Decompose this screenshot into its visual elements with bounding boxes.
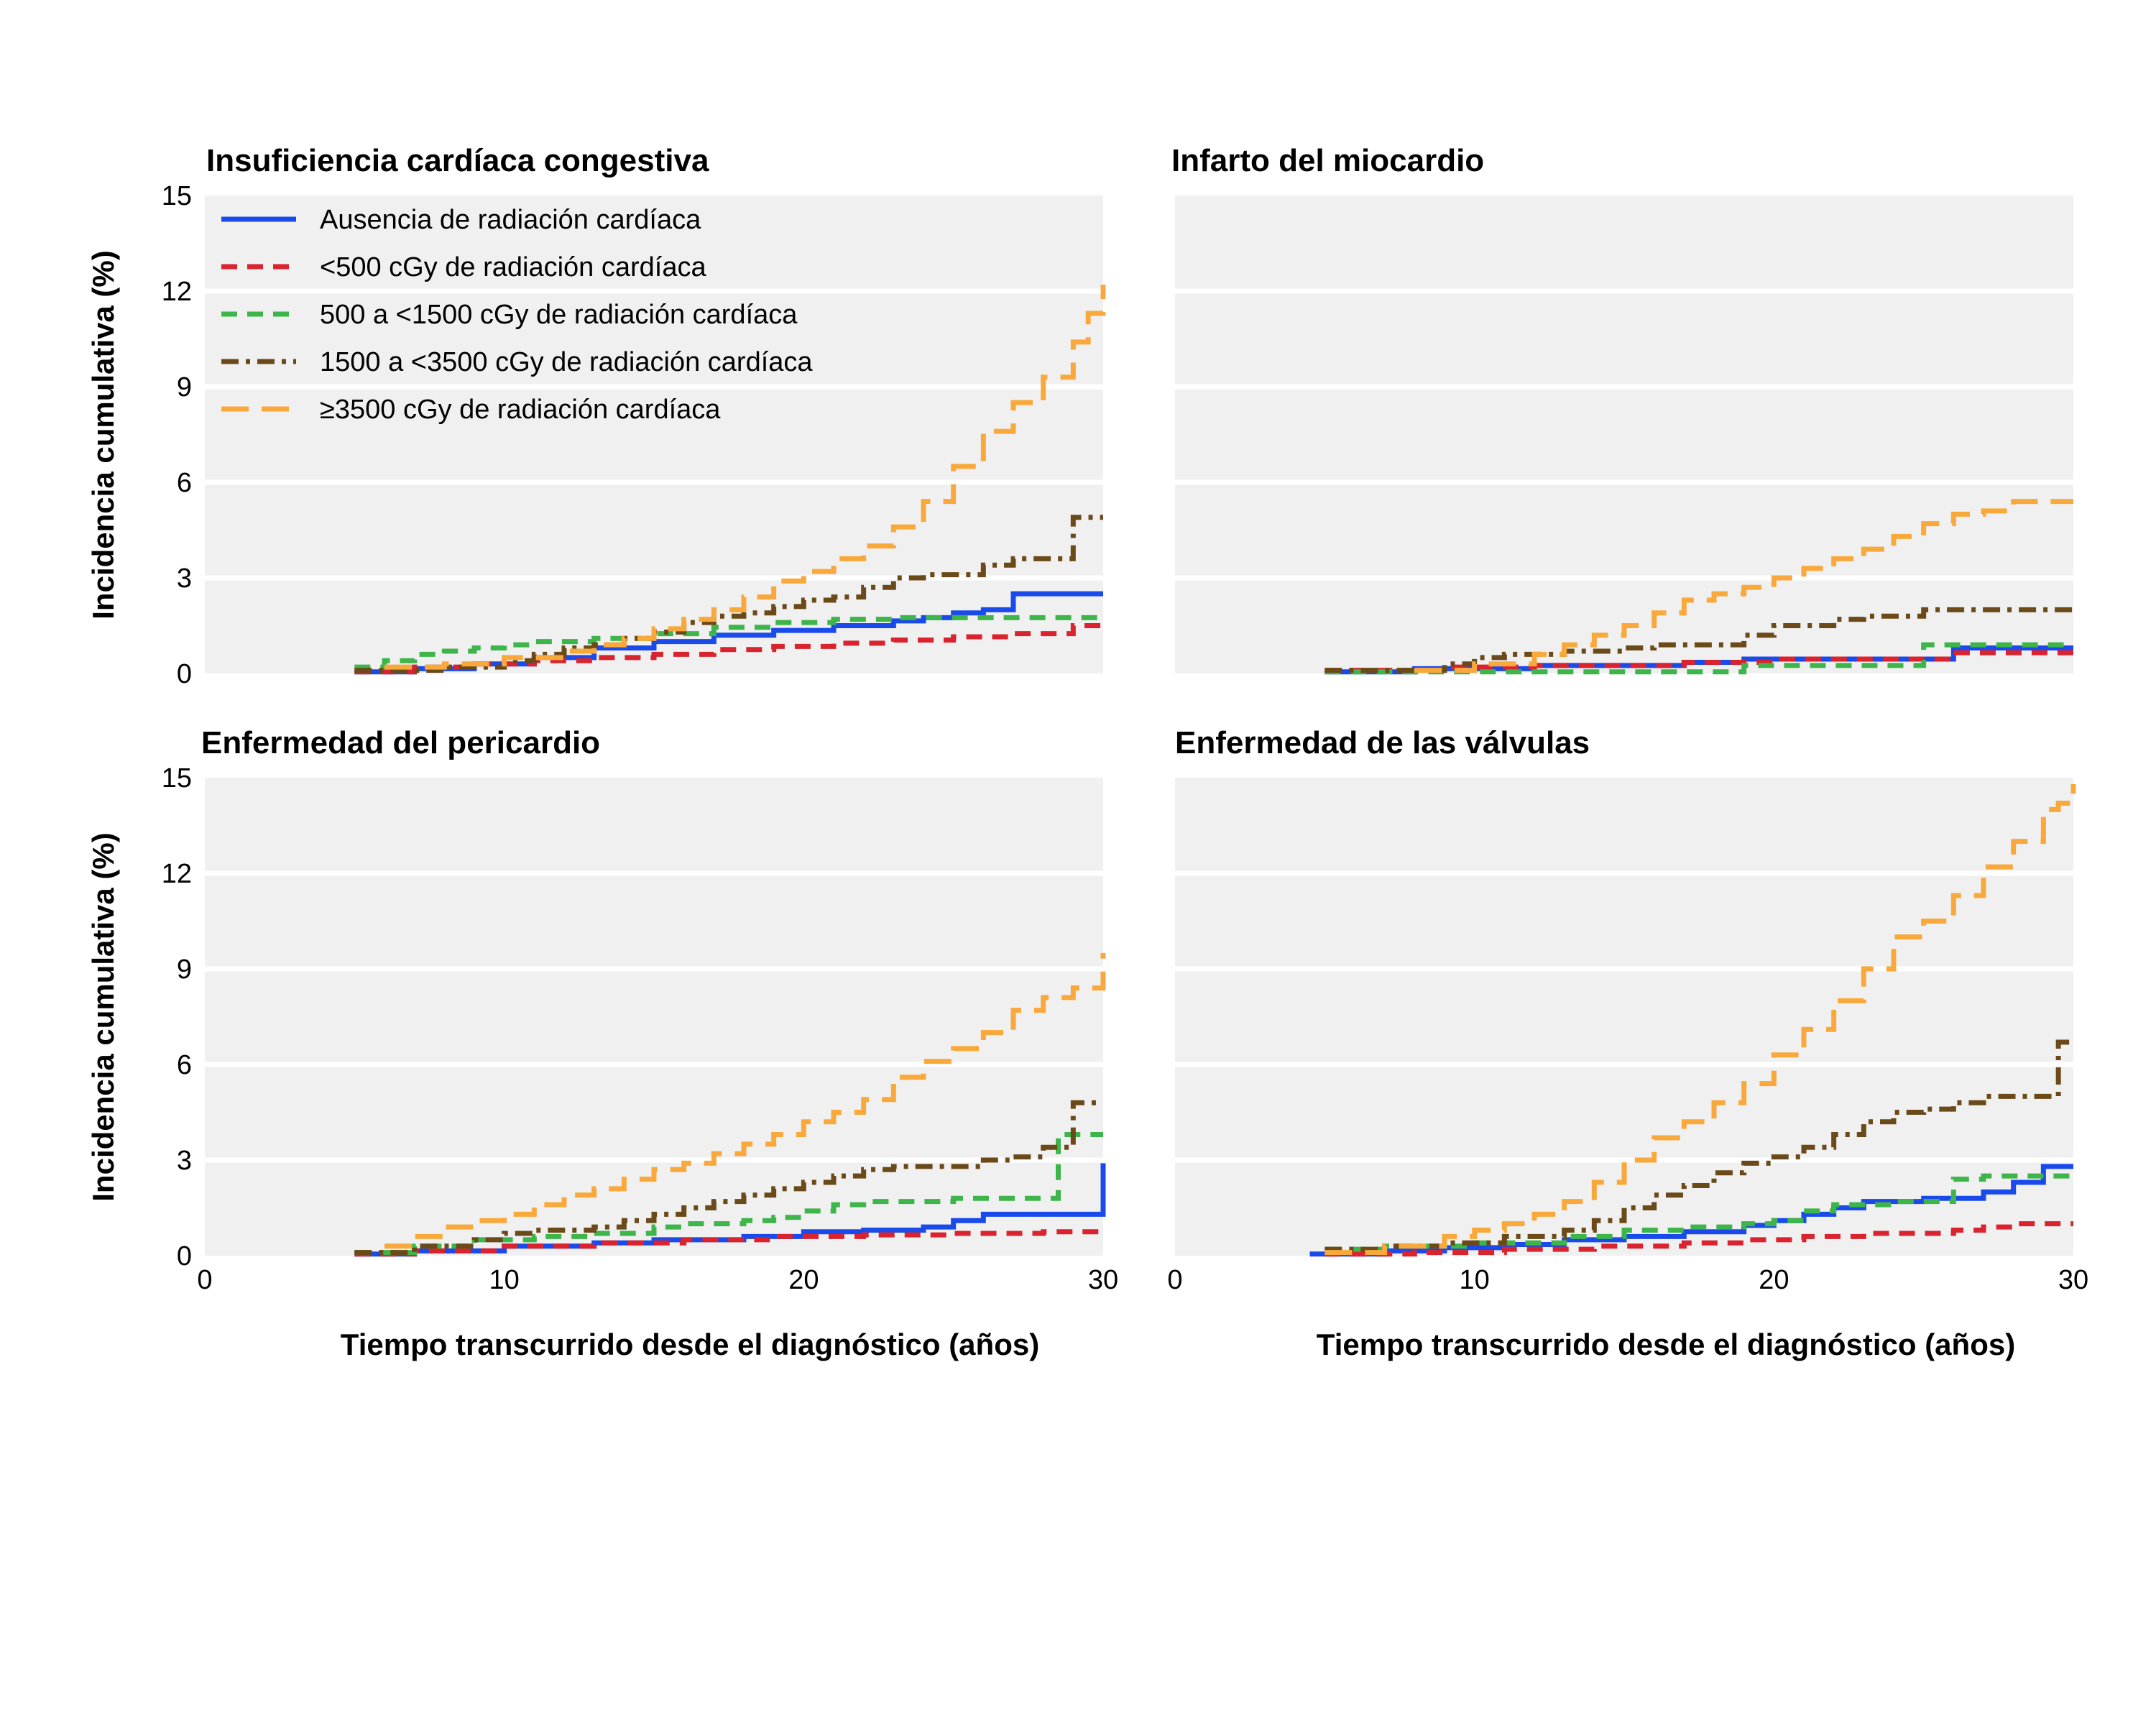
x-tick-label: 10	[1460, 1265, 1490, 1295]
y-tick-label: 3	[177, 564, 192, 594]
panel-congestive-heart-failure: Insuficiencia cardíaca congestiva 0 3 6 9 12…	[86, 143, 1106, 689]
legend-item-lt500: <500 cGy de radiación cardíaca	[221, 252, 706, 282]
panel-myocardial-infarction: Infarto del miocardio	[1171, 143, 2073, 675]
series-line-1500to3500	[354, 515, 1103, 673]
panel-background	[205, 196, 1103, 673]
legend-label: <500 cGy de radiación cardíaca	[320, 252, 706, 282]
x-tick-label: 20	[1759, 1265, 1789, 1295]
x-tick-label: 0	[197, 1265, 212, 1295]
y-axis-title: Incidencia cumulativa (%)	[86, 250, 120, 619]
panel-title: Infarto del miocardio	[1171, 143, 1484, 178]
legend-label: ≥3500 cGy de radiación cardíaca	[320, 395, 721, 425]
x-axis-title: Tiempo transcurrido desde el diagnóstico…	[341, 1328, 1039, 1361]
legend-item-ge3500: ≥3500 cGy de radiación cardíaca	[221, 395, 721, 425]
panel-background	[1175, 196, 2073, 673]
y-tick-label: 12	[162, 859, 192, 889]
legend-label: Ausencia de radiación cardíaca	[320, 205, 701, 235]
x-tick-label: 30	[1088, 1265, 1118, 1295]
panel-pericardial-disease: Enfermedad del pericardio 0 3 6 9 12 15 0 10 20…	[86, 725, 1118, 1361]
series-line-ge3500	[1325, 783, 2076, 1256]
series-line-500to1500	[354, 1132, 1103, 1256]
x-tick-label: 0	[1167, 1265, 1182, 1295]
y-tick-label: 3	[177, 1146, 192, 1176]
legend-label: 500 a <1500 cGy de radiación cardíaca	[320, 300, 798, 330]
series-line-lt500	[354, 1229, 1103, 1257]
series-line-lt500	[1325, 650, 2073, 673]
legend: Ausencia de radiación cardíaca <500 cGy d…	[221, 205, 813, 425]
panel-title: Enfermedad de las válvulas	[1175, 725, 1590, 760]
panel-valvular-disease: Enfermedad de las válvulas 0 10 20 30 Tiemp…	[1167, 725, 2088, 1361]
panel-title: Enfermedad del pericardio	[201, 725, 600, 760]
legend-item-none: Ausencia de radiación cardíaca	[221, 205, 701, 235]
legend-item-500to1500: 500 a <1500 cGy de radiación cardíaca	[221, 300, 798, 330]
x-axis-title: Tiempo transcurrido desde el diagnóstico…	[1317, 1328, 2015, 1361]
x-tick-label: 10	[489, 1265, 520, 1295]
y-tick-label: 15	[162, 181, 192, 211]
panel-background	[205, 778, 1103, 1256]
series-line-1500to3500	[1325, 1039, 2073, 1252]
y-tick-label: 15	[162, 763, 192, 794]
y-tick-label: 6	[177, 1050, 192, 1080]
series-line-500to1500	[354, 615, 1103, 670]
series-line-lt500	[1325, 1221, 2073, 1257]
y-tick-label: 12	[162, 277, 192, 307]
series-line-1500to3500	[354, 1100, 1103, 1256]
legend-label: 1500 a <3500 cGy de radiación cardíaca	[320, 347, 813, 377]
legend-item-1500to3500: 1500 a <3500 cGy de radiación cardíaca	[221, 347, 813, 377]
y-tick-label: 6	[177, 468, 192, 498]
y-tick-label: 0	[177, 659, 192, 689]
panel-title: Insuficiencia cardíaca congestiva	[206, 143, 709, 178]
y-tick-label: 9	[177, 954, 192, 985]
series-line-ge3500	[384, 285, 1106, 670]
series-line-ge3500	[1414, 499, 2073, 673]
y-axis-title: Incidencia cumulativa (%)	[86, 832, 120, 1201]
series-line-500to1500	[1325, 642, 2073, 675]
y-tick-label: 0	[177, 1241, 192, 1271]
x-tick-label: 30	[2058, 1265, 2088, 1295]
x-tick-label: 20	[788, 1265, 819, 1295]
y-tick-label: 9	[177, 372, 192, 402]
